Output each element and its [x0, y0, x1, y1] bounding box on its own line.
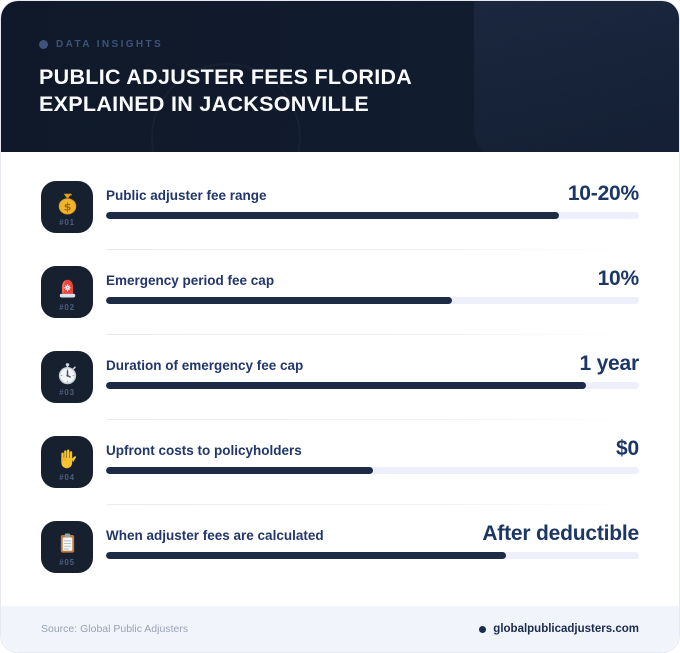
- stat-icon-tile: #02: [41, 266, 93, 318]
- progress-bar-fill: [106, 212, 560, 219]
- bullet-dot-icon: [39, 40, 48, 49]
- row-divider: [107, 334, 639, 335]
- stat-value: $0: [616, 437, 639, 460]
- stat-label: Duration of emergency fee cap: [106, 358, 304, 373]
- progress-bar-track: [106, 552, 639, 559]
- siren-icon: [59, 279, 75, 297]
- eyebrow: DATA INSIGHTS: [39, 39, 639, 50]
- stat-number: #03: [59, 387, 75, 397]
- hand-icon: [60, 449, 76, 468]
- stat-number: #05: [59, 557, 75, 567]
- stat-row: #04 Upfront costs to policyholders $0: [41, 436, 639, 488]
- footer: Source: Global Public Adjusters globalpu…: [1, 606, 679, 652]
- stat-value: After deductible: [482, 522, 639, 545]
- stat-value: 10%: [597, 267, 640, 290]
- stat-row: $ #01 Public adjuster fee range 10-20%: [41, 181, 639, 233]
- source-credit: Source: Global Public Adjusters: [41, 623, 189, 635]
- progress-bar-fill: [106, 382, 586, 389]
- stat-content: Emergency period fee cap 10%: [106, 266, 639, 304]
- stat-label: Public adjuster fee range: [106, 188, 267, 203]
- page-title-line2: EXPLAINED IN JACKSONVILLE: [39, 92, 370, 116]
- progress-bar-track: [106, 467, 639, 474]
- money-bag-icon: $: [58, 192, 76, 214]
- row-divider: [107, 504, 639, 505]
- progress-bar-track: [106, 382, 639, 389]
- svg-text:$: $: [63, 200, 71, 213]
- stat-value: 10-20%: [567, 182, 639, 205]
- stat-content: Public adjuster fee range 10-20%: [106, 181, 639, 219]
- stat-icon-tile: #05: [41, 521, 93, 573]
- page-title-line1: PUBLIC ADJUSTER FEES FLORIDA: [39, 65, 413, 89]
- stat-label: When adjuster fees are calculated: [106, 528, 324, 543]
- stat-row: #05 When adjuster fees are calculated Af…: [41, 521, 639, 573]
- stat-number: #02: [59, 302, 75, 312]
- row-divider: [107, 249, 639, 250]
- stat-icon-tile: #03: [41, 351, 93, 403]
- header: DATA INSIGHTS PUBLIC ADJUSTER FEES FLORI…: [1, 1, 679, 152]
- clipboard-icon: [60, 533, 74, 553]
- progress-bar-fill: [106, 467, 373, 474]
- bullet-dot-icon: [479, 625, 487, 633]
- row-divider: [107, 419, 639, 420]
- stat-content: Upfront costs to policyholders $0: [106, 436, 639, 474]
- website-link[interactable]: globalpublicadjusters.com: [479, 623, 639, 635]
- progress-bar-fill: [106, 297, 453, 304]
- stats-list: $ #01 Public adjuster fee range 10-20%: [1, 152, 679, 573]
- stat-value: 1 year: [579, 352, 639, 375]
- stat-content: Duration of emergency fee cap 1 year: [106, 351, 639, 389]
- stat-content: When adjuster fees are calculated After …: [106, 521, 639, 559]
- stat-row: #03 Duration of emergency fee cap 1 year: [41, 351, 639, 403]
- stat-label: Upfront costs to policyholders: [106, 443, 302, 458]
- stat-row: #02 Emergency period fee cap 10%: [41, 266, 639, 318]
- eyebrow-label: DATA INSIGHTS: [56, 39, 164, 50]
- progress-bar-track: [106, 297, 639, 304]
- progress-bar-track: [106, 212, 639, 219]
- progress-bar-fill: [106, 552, 506, 559]
- stopwatch-icon: [58, 362, 76, 384]
- stat-icon-tile: #04: [41, 436, 93, 488]
- stat-icon-tile: $ #01: [41, 181, 93, 233]
- website-url: globalpublicadjusters.com: [493, 623, 639, 635]
- stat-label: Emergency period fee cap: [106, 273, 275, 288]
- stat-number: #01: [59, 217, 75, 227]
- stat-number: #04: [59, 472, 75, 482]
- page-title: PUBLIC ADJUSTER FEES FLORIDA EXPLAINED I…: [39, 64, 639, 118]
